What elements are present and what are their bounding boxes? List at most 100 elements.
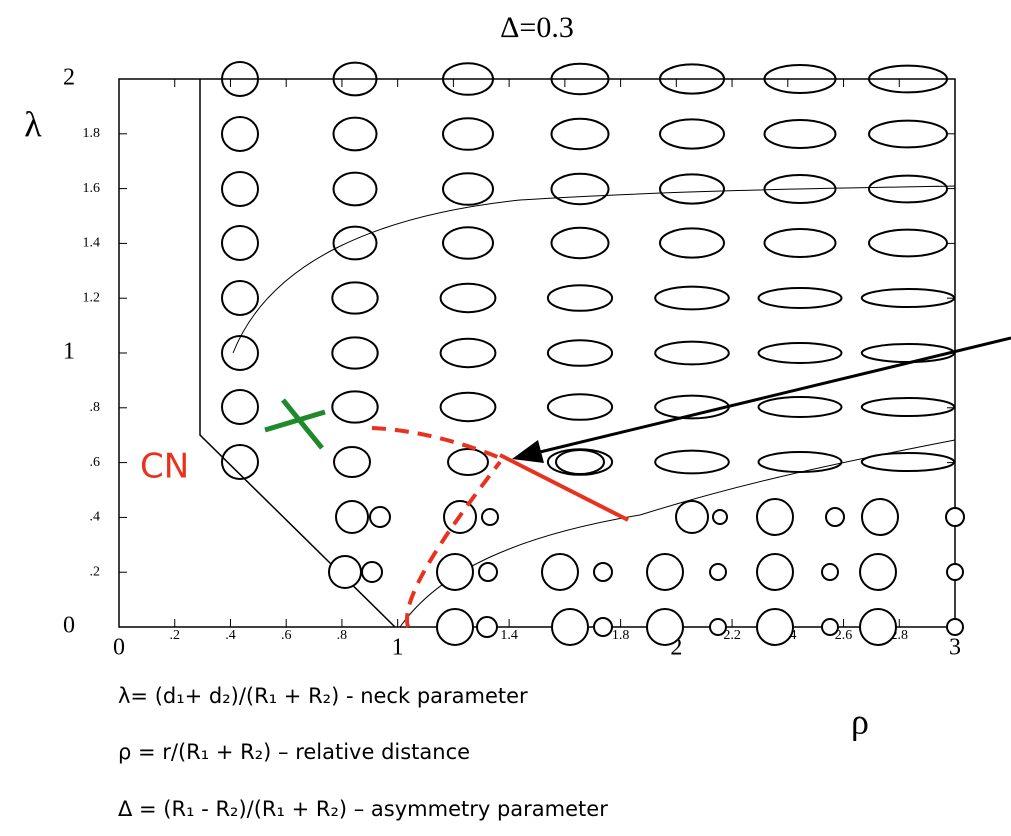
shape-outline — [546, 448, 614, 476]
shape-outline — [757, 342, 843, 364]
definition: Δ = (R₁ - R₂)/(R₁ + R₂) – asymmetry para… — [118, 797, 608, 821]
x-tick-label: 1 — [392, 635, 404, 661]
red-dashed-curve — [371, 426, 506, 462]
shape-outline — [756, 608, 794, 646]
shape-outline — [868, 228, 948, 258]
definition: λ= (d₁+ d₂)/(R₁ + R₂) - neck parameter — [118, 684, 528, 708]
shape-outline — [332, 225, 378, 261]
shape-outline — [763, 64, 837, 94]
shape-outline — [654, 340, 730, 366]
x-tick-label: 3 — [949, 635, 961, 661]
shape-outline — [476, 616, 498, 638]
shape-outline — [550, 172, 610, 206]
x-tick-label: 1.4 — [500, 628, 518, 643]
shape-outline — [332, 61, 378, 97]
plot-frame — [118, 78, 956, 628]
shape-outline — [541, 553, 579, 591]
shape-outline — [868, 174, 948, 204]
x-tick-label: .2 — [169, 628, 180, 643]
shape-outline — [868, 119, 948, 149]
shape-outline — [335, 500, 369, 534]
shape-outline — [860, 452, 956, 472]
shape-outline — [763, 228, 837, 258]
shape-outline — [675, 500, 709, 534]
shape-outline — [593, 617, 613, 637]
shape-outline — [436, 553, 474, 591]
shape-outline — [757, 287, 843, 309]
shape-outline — [763, 174, 837, 204]
x-tick-label: 1.8 — [612, 628, 630, 643]
shape-outline — [550, 62, 610, 96]
shape-outline — [945, 507, 965, 527]
boundary-lines — [199, 79, 956, 628]
y-tick-label: 1.4 — [83, 236, 101, 251]
y-tick-label: 1.6 — [83, 181, 101, 196]
shape-outline — [757, 451, 843, 473]
shape-outline — [860, 343, 956, 363]
shape-outline — [868, 64, 948, 94]
shape-outline — [221, 225, 259, 261]
shape-outline — [646, 608, 684, 646]
shape-outline — [333, 446, 371, 478]
shape-outline — [593, 562, 613, 582]
shape-outline — [859, 608, 897, 646]
y-tick-label: .4 — [90, 510, 101, 525]
x-tick-label: 2.2 — [723, 628, 741, 643]
shape-outline — [221, 171, 259, 207]
shape-outline — [659, 227, 725, 259]
shape-outline — [756, 553, 794, 591]
y-tick-label: .6 — [90, 455, 101, 470]
shape-outline — [331, 281, 379, 315]
y-tick-label: .2 — [90, 564, 101, 579]
y-tick-label: 1.2 — [83, 290, 101, 305]
shape-outline — [709, 618, 727, 636]
shape-outline — [860, 397, 956, 417]
shape-outline — [763, 119, 837, 149]
shape-outline — [361, 561, 383, 583]
shape-outline — [654, 285, 730, 311]
x-axis-label: ρ — [851, 701, 869, 741]
shape-outline — [712, 509, 728, 525]
shape-outline — [481, 508, 499, 526]
definition: ρ = r/(R₁ + R₂) – relative distance — [118, 740, 470, 764]
chart-title: Δ=0.3 — [500, 11, 574, 44]
arrow-shaft — [539, 336, 1011, 454]
shape-outline — [439, 282, 497, 314]
shape-outline — [546, 393, 614, 421]
y-tick-label: 2 — [63, 65, 75, 91]
arrow-head — [512, 440, 544, 463]
shape-outline — [550, 226, 610, 260]
shape-outline — [756, 498, 794, 536]
y-axis-label: λ — [24, 104, 42, 144]
shape-outline — [860, 288, 956, 308]
shape-outline — [821, 563, 839, 581]
shape-outline — [825, 507, 845, 527]
shape-outline — [221, 335, 259, 371]
shape-outline — [546, 339, 614, 367]
shape-outline — [946, 563, 964, 581]
y-tick-label: .8 — [90, 400, 101, 415]
shape-outline — [654, 449, 730, 475]
shape-outline — [221, 61, 259, 97]
shape-outline — [946, 618, 964, 636]
shape-outline — [757, 396, 843, 418]
y-tick-label: 1.8 — [83, 126, 101, 141]
x-tick-label: 0 — [113, 635, 125, 661]
shape-outline — [442, 62, 494, 96]
shape-outline — [439, 391, 497, 423]
shape-outline — [332, 116, 378, 152]
green-cross — [281, 398, 324, 450]
x-tick-label: .4 — [225, 628, 236, 643]
shape-outline — [447, 448, 489, 476]
shape-outline — [659, 63, 725, 95]
red-line — [499, 453, 629, 522]
shapes — [221, 61, 965, 646]
shape-outline — [659, 173, 725, 205]
shape-outline — [332, 171, 378, 207]
shape-outline — [442, 117, 494, 151]
shape-outline — [646, 553, 684, 591]
red-dashed-curve — [405, 460, 502, 628]
y-tick-label: 0 — [63, 613, 75, 639]
shape-outline — [221, 116, 259, 152]
shape-outline — [221, 444, 259, 480]
